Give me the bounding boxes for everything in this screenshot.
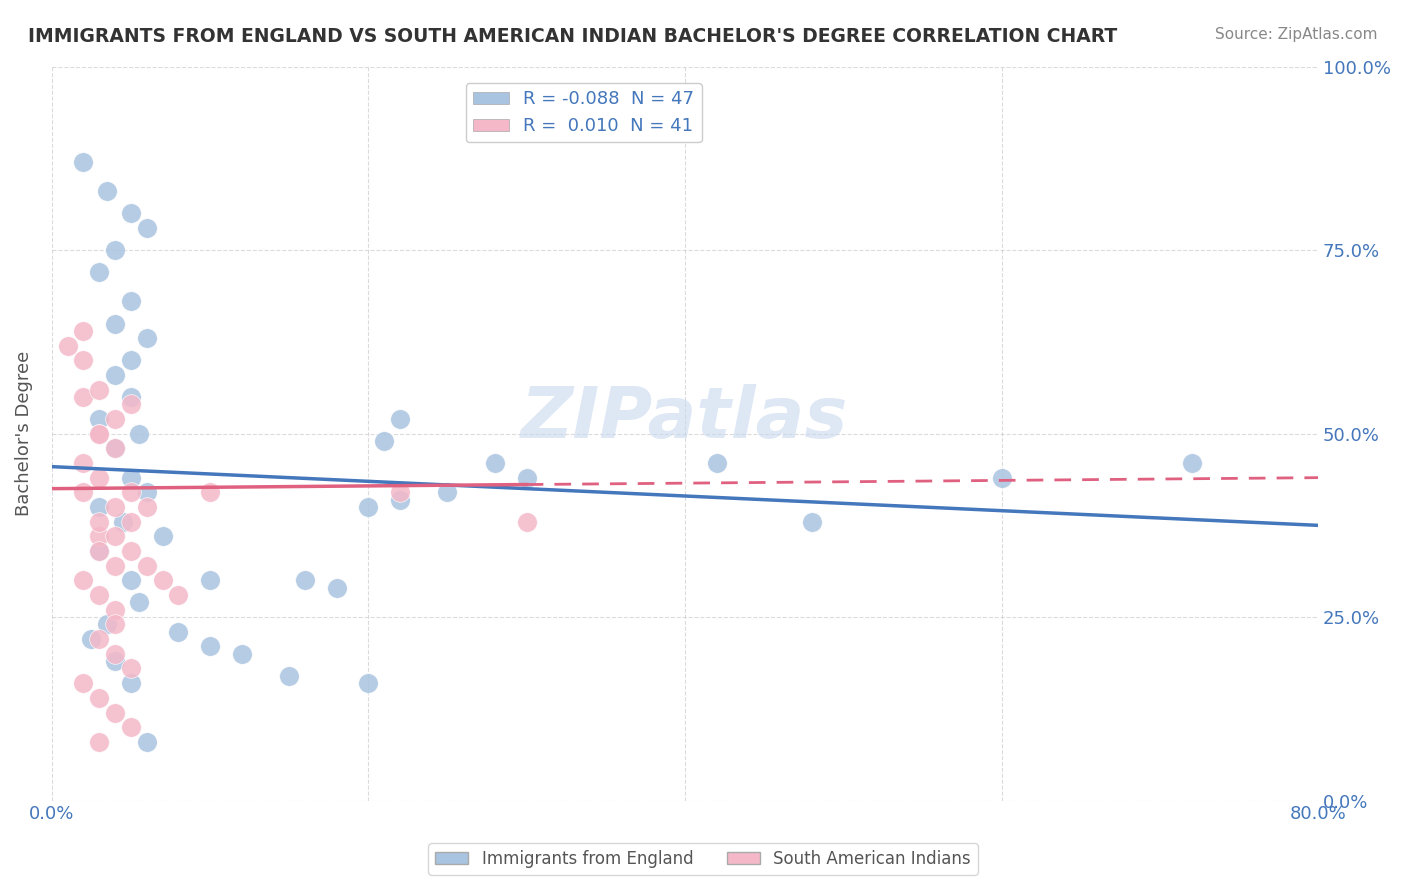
Point	[120, 661, 142, 675]
Point	[128, 426, 150, 441]
Point	[104, 706, 127, 720]
Point	[990, 470, 1012, 484]
Point	[89, 426, 111, 441]
Point	[231, 647, 253, 661]
Point	[128, 595, 150, 609]
Point	[104, 603, 127, 617]
Point	[104, 647, 127, 661]
Point	[388, 485, 411, 500]
Point	[294, 574, 316, 588]
Point	[516, 515, 538, 529]
Point	[706, 456, 728, 470]
Point	[89, 265, 111, 279]
Point	[89, 426, 111, 441]
Point	[89, 500, 111, 514]
Point	[89, 735, 111, 749]
Point	[120, 206, 142, 220]
Point	[89, 383, 111, 397]
Point	[111, 515, 134, 529]
Text: IMMIGRANTS FROM ENGLAND VS SOUTH AMERICAN INDIAN BACHELOR'S DEGREE CORRELATION C: IMMIGRANTS FROM ENGLAND VS SOUTH AMERICA…	[28, 27, 1118, 45]
Point	[135, 485, 157, 500]
Point	[167, 624, 190, 639]
Point	[72, 353, 94, 368]
Point	[80, 632, 103, 647]
Point	[72, 485, 94, 500]
Point	[56, 338, 79, 352]
Point	[89, 515, 111, 529]
Point	[89, 544, 111, 558]
Point	[96, 617, 118, 632]
Point	[72, 324, 94, 338]
Point	[120, 390, 142, 404]
Point	[198, 640, 221, 654]
Point	[89, 529, 111, 543]
Y-axis label: Bachelor's Degree: Bachelor's Degree	[15, 351, 32, 516]
Point	[89, 632, 111, 647]
Point	[72, 390, 94, 404]
Point	[120, 353, 142, 368]
Point	[800, 515, 823, 529]
Point	[72, 676, 94, 690]
Point	[104, 558, 127, 573]
Point	[120, 470, 142, 484]
Point	[120, 720, 142, 734]
Point	[96, 185, 118, 199]
Point	[135, 331, 157, 345]
Point	[198, 485, 221, 500]
Point	[357, 676, 380, 690]
Point	[357, 500, 380, 514]
Point	[104, 529, 127, 543]
Point	[388, 492, 411, 507]
Point	[325, 581, 347, 595]
Point	[120, 294, 142, 309]
Point	[104, 412, 127, 426]
Point	[89, 470, 111, 484]
Point	[104, 617, 127, 632]
Point	[120, 397, 142, 411]
Point	[120, 544, 142, 558]
Point	[516, 470, 538, 484]
Point	[152, 529, 174, 543]
Legend: Immigrants from England, South American Indians: Immigrants from England, South American …	[429, 844, 977, 875]
Point	[72, 574, 94, 588]
Point	[120, 676, 142, 690]
Point	[135, 221, 157, 235]
Point	[135, 558, 157, 573]
Point	[484, 456, 506, 470]
Text: Source: ZipAtlas.com: Source: ZipAtlas.com	[1215, 27, 1378, 42]
Point	[135, 500, 157, 514]
Point	[89, 690, 111, 705]
Point	[104, 442, 127, 456]
Point	[388, 412, 411, 426]
Point	[89, 588, 111, 602]
Point	[89, 412, 111, 426]
Point	[373, 434, 395, 448]
Point	[152, 574, 174, 588]
Point	[120, 485, 142, 500]
Text: ZIPatlas: ZIPatlas	[522, 384, 849, 453]
Point	[72, 155, 94, 169]
Point	[135, 735, 157, 749]
Legend: R = -0.088  N = 47, R =  0.010  N = 41: R = -0.088 N = 47, R = 0.010 N = 41	[465, 83, 702, 143]
Point	[104, 368, 127, 382]
Point	[104, 442, 127, 456]
Point	[104, 243, 127, 257]
Point	[72, 456, 94, 470]
Point	[278, 669, 301, 683]
Point	[120, 515, 142, 529]
Point	[120, 574, 142, 588]
Point	[1180, 456, 1202, 470]
Point	[104, 317, 127, 331]
Point	[167, 588, 190, 602]
Point	[198, 574, 221, 588]
Point	[104, 500, 127, 514]
Point	[104, 654, 127, 668]
Point	[436, 485, 458, 500]
Point	[89, 544, 111, 558]
